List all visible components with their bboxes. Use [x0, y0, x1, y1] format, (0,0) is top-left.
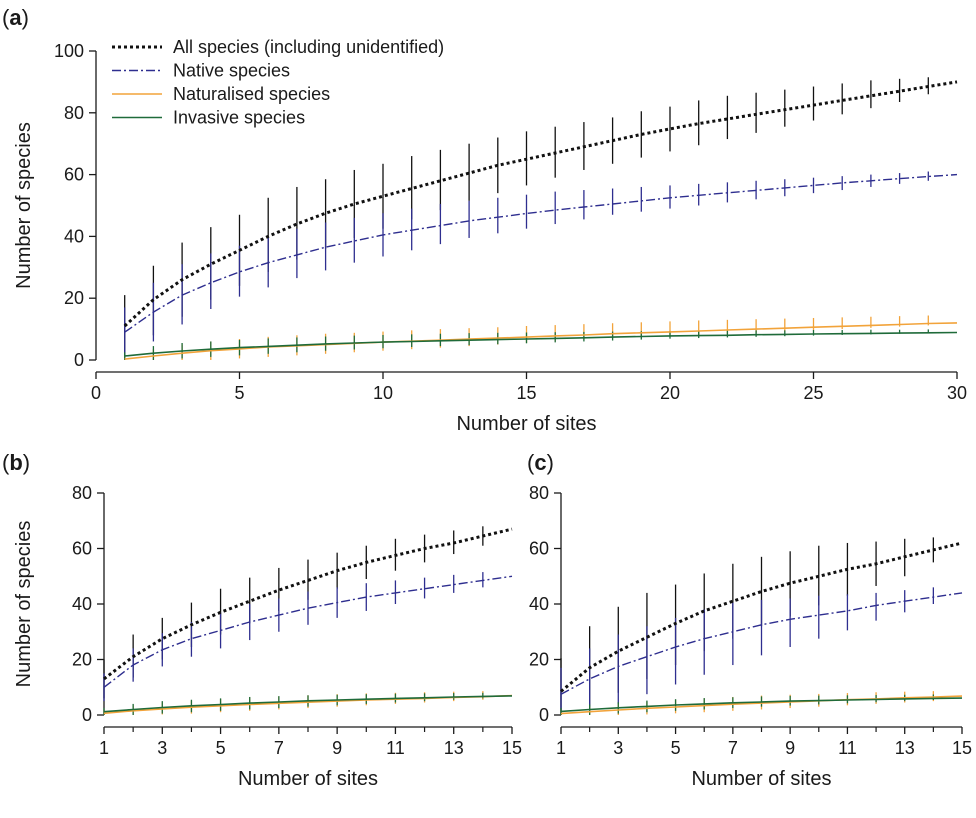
y-tick-label: 80: [64, 103, 84, 123]
y-axis-title: Number of species: [13, 521, 35, 688]
x-tick-label: 1: [556, 738, 566, 758]
y-tick-label: 20: [64, 288, 84, 308]
panel-label: (b): [2, 450, 30, 475]
x-tick-label: 15: [952, 738, 972, 758]
x-tick-label: 3: [613, 738, 623, 758]
legend-label-naturalised: Naturalised species: [173, 84, 330, 104]
y-tick-label: 60: [529, 539, 549, 559]
y-tick-label: 20: [72, 650, 92, 670]
x-tick-label: 1: [99, 738, 109, 758]
x-tick-label: 7: [728, 738, 738, 758]
panel-label-open: (: [2, 5, 10, 30]
y-tick-label: 40: [72, 594, 92, 614]
panel-label: (a): [2, 5, 29, 30]
panel-label-open: (: [527, 450, 535, 475]
x-tick-label: 30: [947, 383, 967, 403]
panel-label-close: ): [22, 5, 29, 30]
all-series-line: [103, 527, 513, 681]
y-tick-label: 80: [529, 483, 549, 503]
y-tick-label: 60: [72, 539, 92, 559]
native-series-line: [560, 592, 963, 695]
invasive-series-line: [103, 695, 513, 713]
x-tick-label: 15: [502, 738, 522, 758]
x-tick-label: 11: [838, 738, 857, 758]
legend: All species (including unidentified) Nati…: [112, 37, 444, 128]
x-tick-label: 5: [234, 383, 244, 403]
all-series-line: [123, 80, 958, 328]
x-tick-label: 5: [216, 738, 226, 758]
invasive-series-line: [560, 697, 963, 713]
x-tick-label: 9: [785, 738, 795, 758]
y-tick-label: 0: [74, 350, 84, 370]
y-tick-label: 0: [539, 705, 549, 725]
y-tick-label: 40: [529, 594, 549, 614]
x-tick-label: 7: [274, 738, 284, 758]
y-tick-label: 60: [64, 165, 84, 185]
panel-label-close: ): [547, 450, 554, 475]
y-tick-label: 0: [82, 705, 92, 725]
x-tick-label: 5: [671, 738, 681, 758]
panel-label-open: (: [2, 450, 10, 475]
panel-label: (c): [527, 450, 554, 475]
panel-label-letter: a: [9, 5, 22, 30]
y-axis-title: Number of species: [13, 122, 35, 289]
x-tick-label: 13: [895, 738, 915, 758]
x-tick-label: 13: [444, 738, 464, 758]
panel-label-close: ): [23, 450, 30, 475]
x-axis-title: Number of sites: [238, 768, 378, 790]
x-tick-label: 0: [91, 383, 101, 403]
invasive-series-line: [124, 331, 958, 357]
panel-a: (a) 0 20 40 60 80 100 0 5 10 15 20 25 30 Number of sit…: [2, 5, 967, 435]
panel-label-letter: b: [9, 450, 22, 475]
x-axis-title: Number of sites: [691, 768, 831, 790]
naturalised-series-line: [124, 322, 958, 360]
y-tick-label: 100: [54, 41, 84, 61]
x-tick-label: 11: [386, 738, 405, 758]
y-tick-label: 20: [529, 650, 549, 670]
legend-label-all: All species (including unidentified): [173, 37, 444, 57]
native-series-line: [103, 575, 513, 688]
x-tick-label: 20: [660, 383, 680, 403]
all-series-line: [560, 541, 963, 693]
panel-label-letter: c: [534, 450, 546, 475]
x-tick-label: 3: [157, 738, 167, 758]
y-tick-label: 40: [64, 226, 84, 246]
y-tick-label: 80: [72, 483, 92, 503]
naturalised-series-line: [560, 695, 963, 715]
x-tick-label: 10: [373, 383, 393, 403]
x-axis-title: Number of sites: [456, 413, 596, 435]
x-tick-label: 9: [332, 738, 342, 758]
legend-label-native: Native species: [173, 61, 290, 81]
x-tick-label: 25: [803, 383, 823, 403]
native-series-line: [124, 173, 958, 333]
legend-label-invasive: Invasive species: [173, 108, 305, 128]
x-tick-label: 15: [516, 383, 536, 403]
